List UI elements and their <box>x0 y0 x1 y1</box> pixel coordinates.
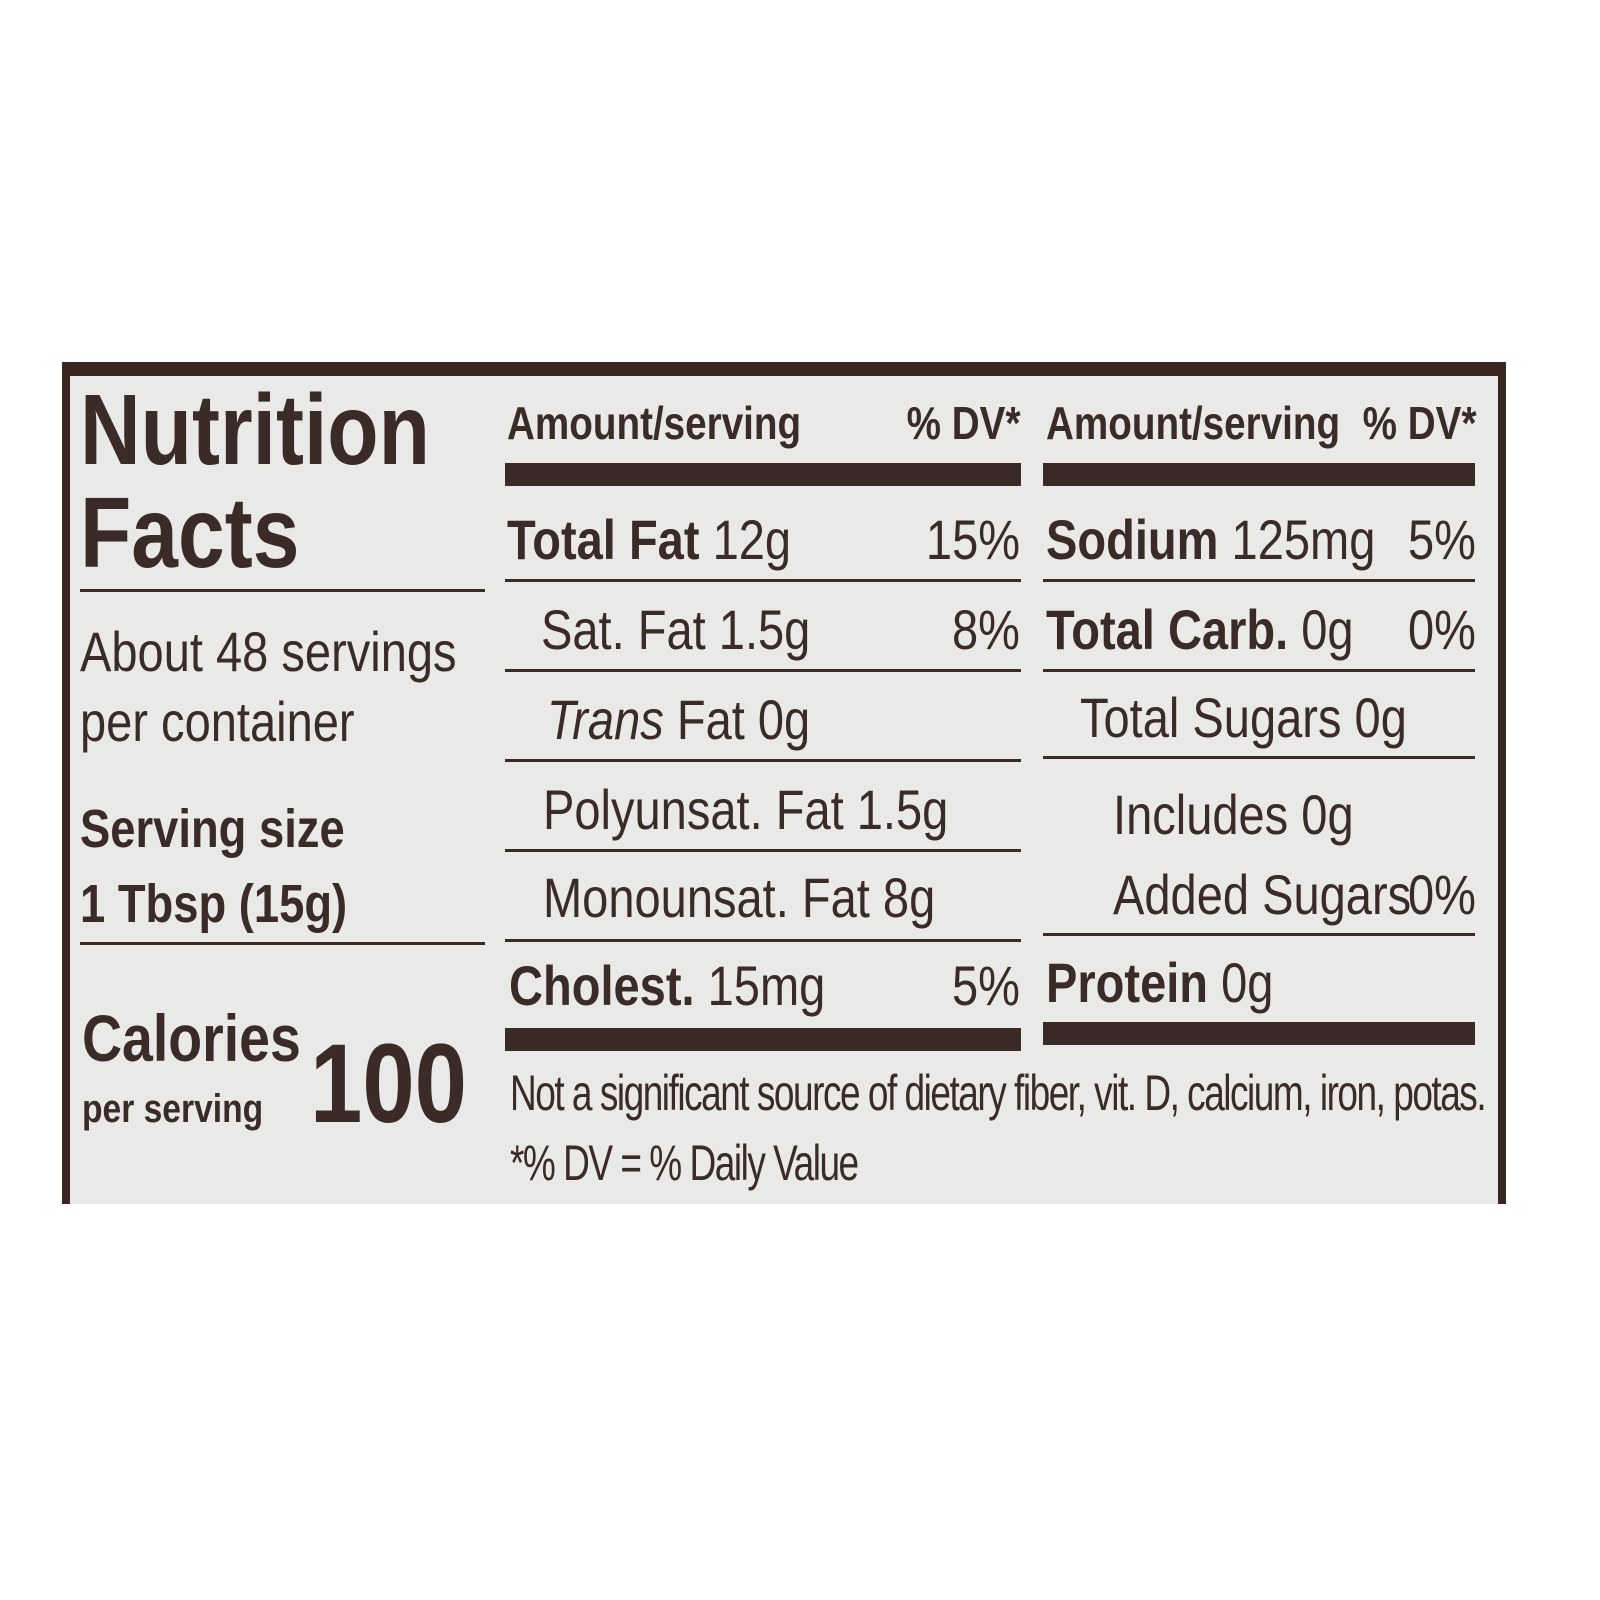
divider <box>1043 579 1475 582</box>
nutrient-name: Total Sugars <box>1080 686 1342 749</box>
nutrient-name-rest: Fat <box>676 688 745 751</box>
calories-value: 100 <box>310 1021 467 1146</box>
nutrient-dv: 15% <box>925 508 1020 571</box>
servings-per-container: About 48 servings <box>80 620 457 683</box>
nutrient-amount: 8g <box>882 866 936 929</box>
nutrient-dv: 8% <box>952 598 1020 661</box>
footnote-daily-value: *% DV = % Daily Value <box>510 1135 859 1191</box>
serving-size-value: 1 Tbsp (15g) <box>80 874 348 934</box>
divider <box>505 579 1021 582</box>
nutrient-amount: 1.5g <box>856 778 949 841</box>
nutrient-amount: 12g <box>712 508 792 571</box>
nutrient-name: Sodium <box>1046 508 1219 571</box>
nutrient-name: Protein <box>1046 951 1209 1014</box>
nutrient-amount: 15mg <box>707 954 826 1017</box>
divider <box>505 759 1021 762</box>
nutrition-facts-panel <box>70 376 1498 1204</box>
nutrient-amount: 0g <box>1354 686 1407 749</box>
servings-per-container-2: per container <box>80 690 355 753</box>
nutrient-name: Total Fat <box>507 508 700 571</box>
serving-size-label: Serving size <box>80 799 345 859</box>
nutrient-row-includes: Includes 0g <box>1113 787 1354 843</box>
nutrient-amount: 125mg <box>1231 508 1376 571</box>
title-nutrition: Nutrition <box>80 374 430 486</box>
nutrient-dv: 0% <box>1408 863 1476 926</box>
nutrient-name: Added Sugars <box>1113 863 1412 926</box>
nutrient-amount: 0g <box>1301 783 1354 846</box>
nutrient-name: Sat. Fat <box>541 598 706 661</box>
nutrient-name: Monounsat. Fat <box>543 866 870 929</box>
title-facts: Facts <box>80 477 300 589</box>
divider <box>505 669 1021 672</box>
divider <box>505 849 1021 852</box>
header-amount-left: Amount/serving <box>507 397 802 449</box>
nutrient-dv: 0% <box>1408 598 1476 661</box>
divider <box>80 942 485 945</box>
nutrient-row-trans-fat: Trans Fat 0g <box>547 692 810 748</box>
divider <box>1043 933 1475 936</box>
nutrient-dv: 5% <box>952 954 1020 1017</box>
nutrient-dv: 5% <box>1408 508 1476 571</box>
divider <box>80 589 485 592</box>
nutrient-name: Trans <box>547 688 664 751</box>
nutrient-row-monounsat-fat: Monounsat. Fat 8g <box>543 870 935 926</box>
nutrient-row-protein: Protein 0g <box>1046 955 1273 1011</box>
calories-per-serving: per serving <box>82 1087 264 1131</box>
divider <box>1043 756 1475 759</box>
nutrient-name: Includes <box>1113 783 1289 846</box>
nutrient-amount: 0g <box>757 688 811 751</box>
nutrient-amount: 0g <box>1221 951 1274 1014</box>
nutrient-amount: 0g <box>1301 598 1354 661</box>
thick-divider <box>505 1028 1021 1051</box>
nutrient-name: Polyunsat. Fat <box>543 778 844 841</box>
header-amount-right: Amount/serving <box>1046 397 1341 449</box>
header-dv-right: % DV* <box>1362 397 1476 449</box>
nutrient-name: Total Carb. <box>1046 598 1289 661</box>
thick-divider <box>505 463 1021 486</box>
thick-divider <box>1043 1022 1475 1045</box>
nutrient-amount: 1.5g <box>718 598 811 661</box>
calories-label: Calories <box>82 1001 301 1075</box>
nutrient-name: Cholest. <box>509 954 695 1017</box>
footnote-not-significant: Not a significant source of dietary fibe… <box>510 1065 1487 1121</box>
divider <box>1043 669 1475 672</box>
nutrient-row-polyunsat-fat: Polyunsat. Fat 1.5g <box>543 782 948 838</box>
header-dv-left: % DV* <box>906 397 1020 449</box>
divider <box>505 939 1021 942</box>
nutrient-row-total-sugars: Total Sugars 0g <box>1080 690 1407 746</box>
thick-divider <box>1043 463 1475 486</box>
